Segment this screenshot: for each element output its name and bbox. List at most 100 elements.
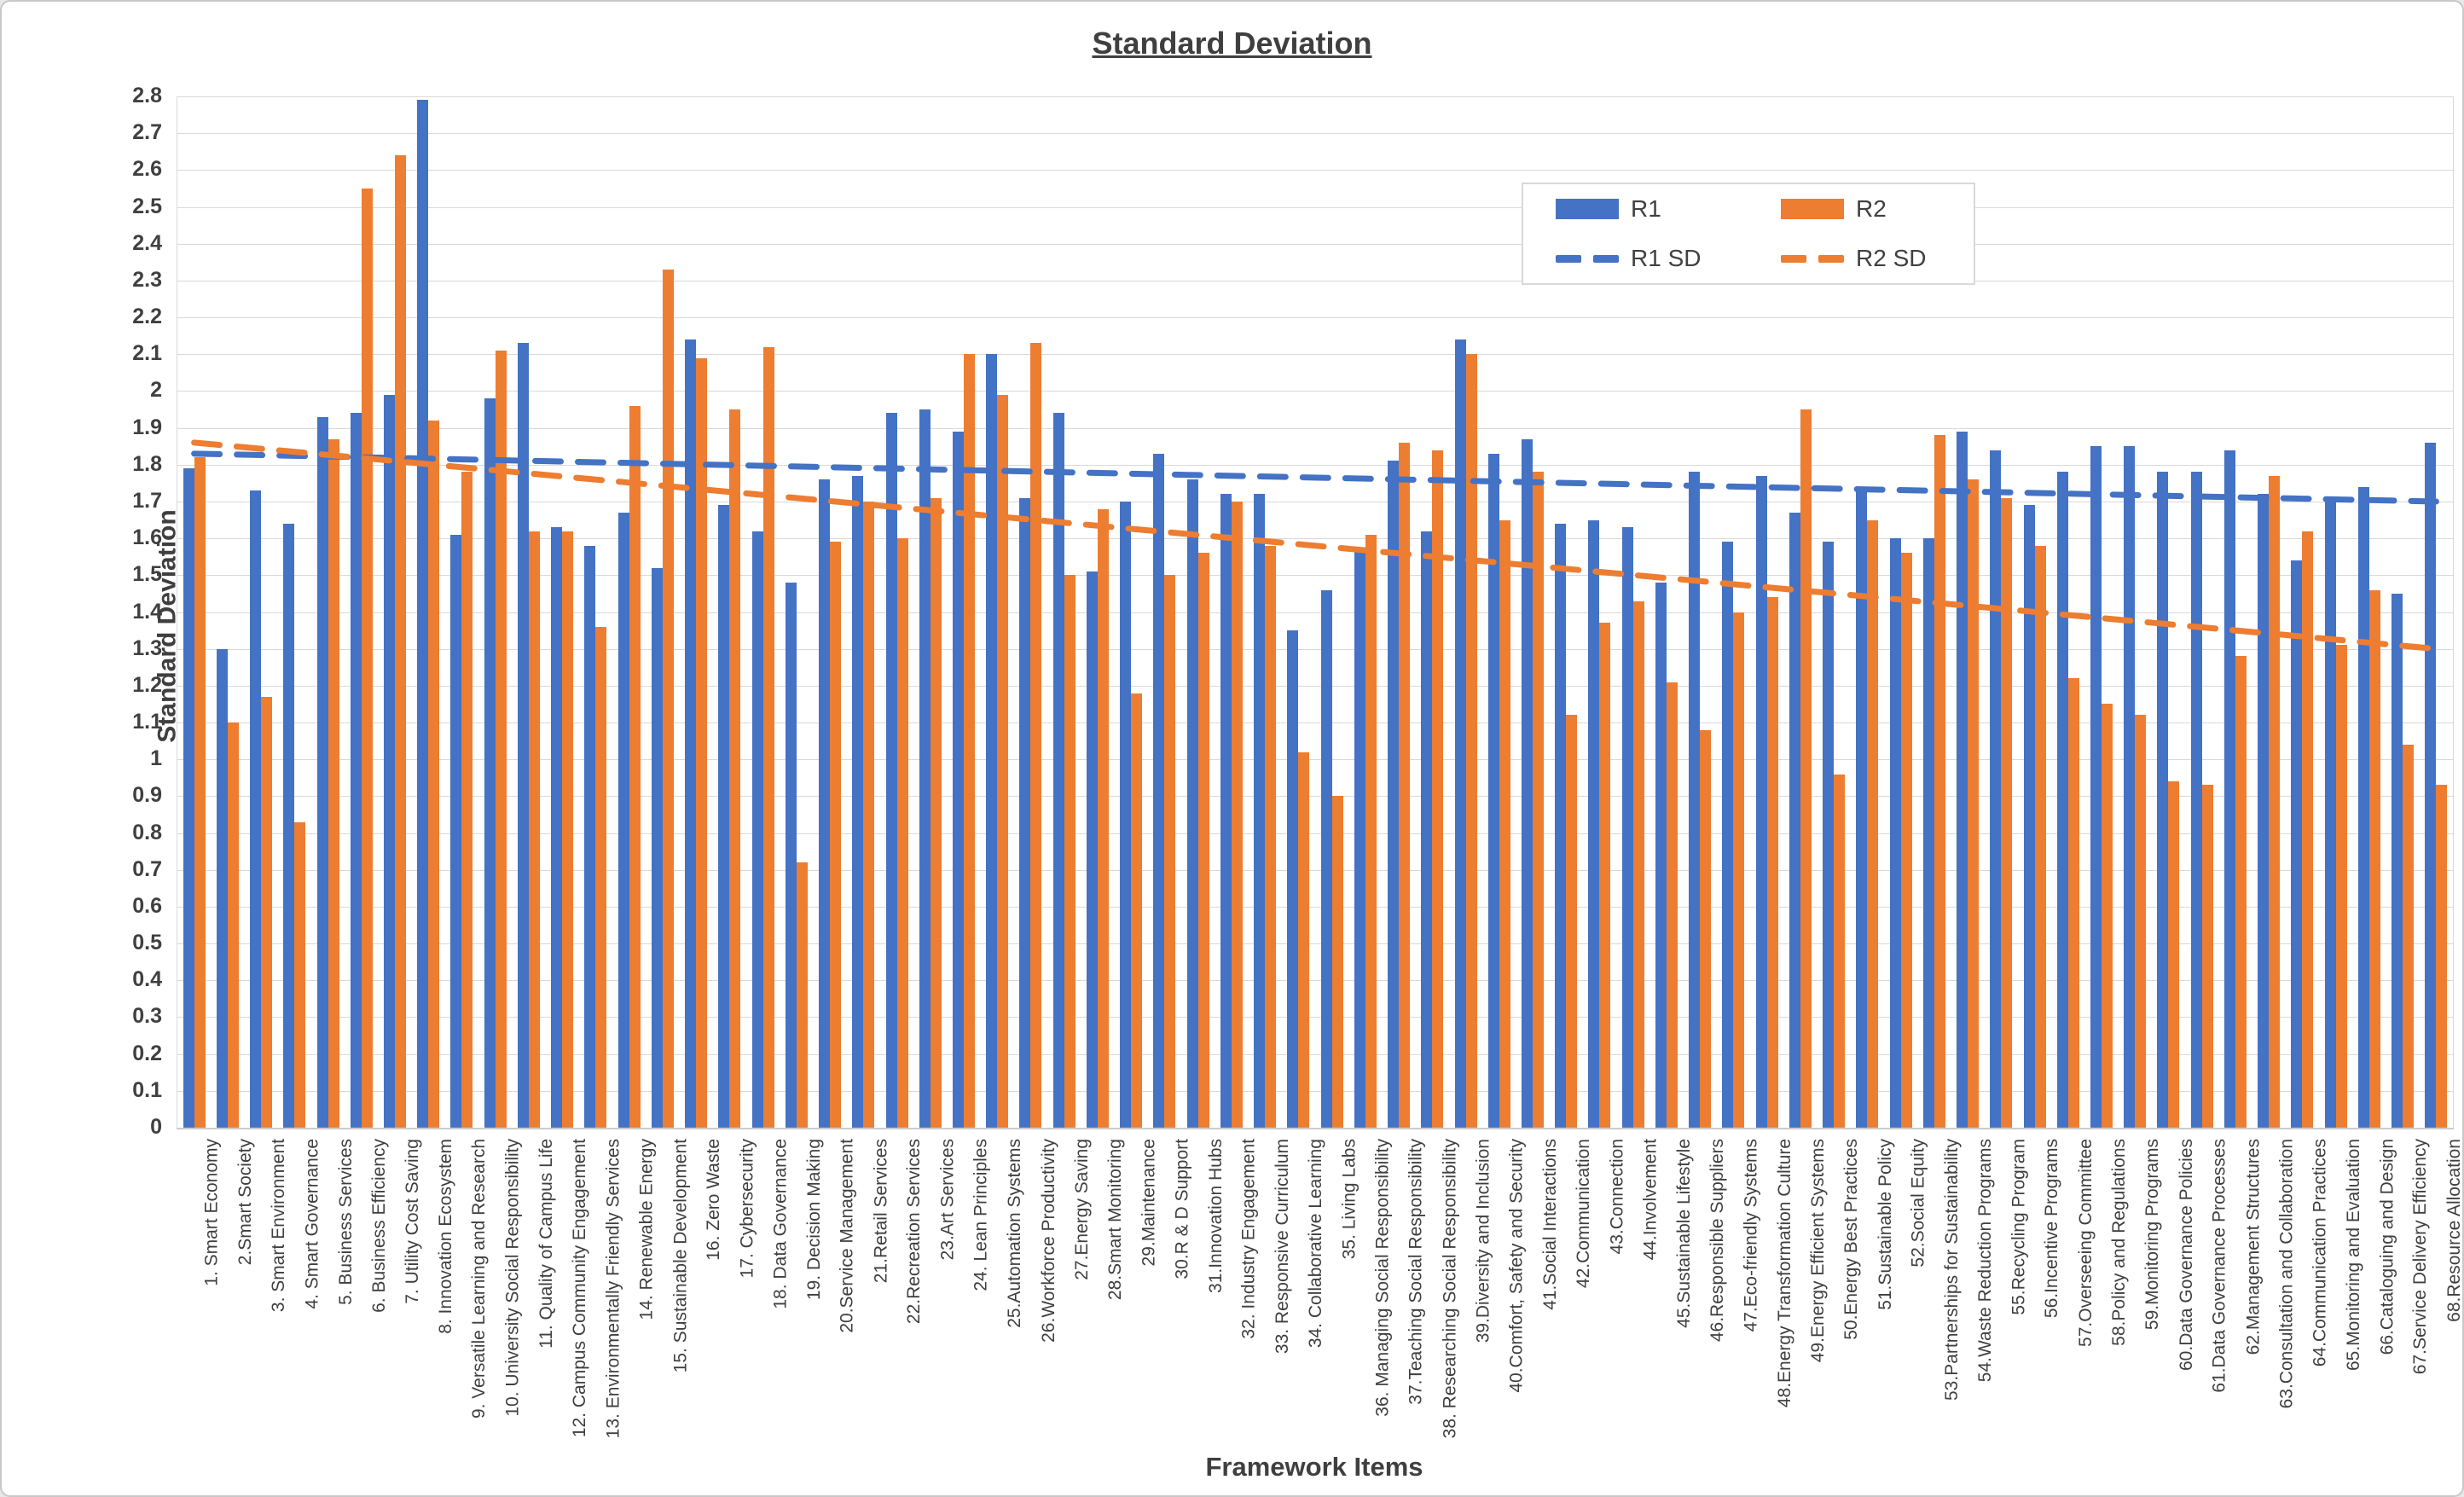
bar-r1 (1555, 523, 1567, 1128)
bar-r1 (250, 490, 262, 1128)
x-tick-label: 54.Waste Reduction Programs (1975, 1139, 1996, 1383)
x-tick-label: 50.Energy Best Practices (1841, 1139, 1862, 1340)
x-tick-label: 4. Smart Governance (302, 1139, 322, 1309)
bar-r1 (283, 523, 295, 1128)
bar-r1 (2090, 446, 2102, 1128)
bar-r2 (528, 531, 540, 1128)
gridline (177, 1128, 2453, 1129)
bar-r2 (1968, 479, 1980, 1128)
bar-r1 (1186, 479, 1198, 1128)
bar-r2 (1432, 450, 1444, 1128)
y-tick-label: 0.2 (132, 1041, 162, 1065)
gridline (177, 243, 2453, 245)
y-tick-label: 0.1 (132, 1077, 162, 1102)
bar-r1 (1655, 582, 1667, 1128)
x-tick-label: 35. Living Labs (1339, 1139, 1360, 1260)
bar-r2 (361, 188, 373, 1128)
bar-r1 (819, 479, 831, 1128)
bar-r2 (1599, 623, 1611, 1128)
bar-r2 (1532, 472, 1544, 1128)
category-group (278, 96, 311, 1128)
x-tick-label: 15. Sustainable Development (670, 1139, 690, 1373)
legend-item-r1: R1 (1523, 195, 1748, 223)
x-tick-label: 52.Social Equity (1908, 1139, 1928, 1268)
bar-r1 (785, 582, 797, 1128)
bar-r1 (1052, 413, 1064, 1128)
x-tick-label: 12. Campus Community Engagement (570, 1139, 590, 1438)
bar-r2 (261, 696, 273, 1128)
bar-r2 (830, 542, 842, 1128)
r2-bar-swatch (1781, 199, 1844, 219)
category-group (2218, 96, 2252, 1128)
category-group (1884, 96, 1917, 1128)
legend-item-r2: R2 (1748, 195, 1974, 223)
gridline (177, 685, 2453, 687)
bar-r1 (2190, 472, 2202, 1128)
bar-r1 (183, 468, 194, 1128)
bar-r2 (328, 438, 339, 1128)
bar-r1 (551, 527, 563, 1128)
category-group (1382, 96, 1415, 1128)
bar-r2 (461, 472, 473, 1128)
y-tick-label: 1.9 (132, 415, 162, 439)
bar-r1 (2258, 494, 2270, 1128)
bar-r2 (997, 394, 1009, 1128)
category-group (2152, 96, 2185, 1128)
bar-r2 (428, 420, 440, 1128)
bar-r1 (751, 531, 763, 1128)
bar-r1 (2392, 593, 2403, 1128)
x-tick-label: 58.Policy and Regulations (2109, 1139, 2130, 1346)
bar-r2 (2101, 704, 2113, 1128)
bar-r2 (1331, 796, 1343, 1128)
category-group (746, 96, 780, 1128)
bar-r2 (562, 531, 574, 1128)
category-group (1449, 96, 1482, 1128)
bar-r1 (417, 100, 429, 1128)
r2-sd-dash-swatch (1781, 254, 1844, 263)
legend-item-r1-sd: R1 SD (1523, 245, 1748, 272)
gridline (177, 759, 2453, 761)
x-tick-label: 37.Teaching Social Responsibility (1406, 1139, 1427, 1405)
gridline (177, 206, 2453, 208)
category-group (2084, 96, 2118, 1128)
x-tick-label: 59.Monitoring Programs (2142, 1139, 2163, 1331)
category-group (1550, 96, 1583, 1128)
bar-r2 (696, 357, 708, 1128)
r1-sd-dash-swatch (1556, 254, 1619, 263)
bar-r1 (1990, 450, 2002, 1128)
x-tick-label: 40.Comfort, Safety and Security (1506, 1139, 1527, 1393)
x-tick-label: 65.Monitoring and Evaluation (2343, 1139, 2363, 1372)
legend: R1 R2 R1 SD R2 SD (1522, 183, 1975, 285)
x-tick-label: 66.Cataloguing and Design (2376, 1139, 2397, 1355)
x-tick-label: 32. Industry Engagement (1238, 1139, 1259, 1339)
bar-r1 (718, 505, 730, 1128)
category-group (2286, 96, 2319, 1128)
bar-r2 (495, 350, 507, 1128)
x-tick-label: 5. Business Services (335, 1139, 356, 1305)
bar-r1 (1388, 461, 1400, 1128)
category-group (2319, 96, 2352, 1128)
bar-r2 (964, 354, 975, 1128)
gridline (177, 722, 2453, 724)
gridline (177, 1053, 2453, 1055)
bar-r2 (395, 155, 407, 1128)
bar-r1 (216, 648, 228, 1128)
x-tick-label: 63.Consultation and Collaboration (2276, 1139, 2297, 1409)
bar-r1 (2324, 501, 2336, 1128)
bar-r1 (651, 567, 663, 1128)
bar-r1 (584, 545, 596, 1128)
category-group (780, 96, 813, 1128)
category-group (947, 96, 980, 1128)
bar-r1 (1789, 512, 1800, 1128)
x-tick-label: 42.Communication (1574, 1139, 1594, 1289)
bar-r2 (1097, 508, 1109, 1128)
x-tick-label: 55.Recycling Program (2009, 1139, 2029, 1315)
bar-r1 (852, 475, 864, 1128)
category-group (1181, 96, 1215, 1128)
bar-r1 (1354, 549, 1365, 1128)
bar-r2 (1566, 715, 1578, 1128)
bar-r1 (885, 413, 897, 1128)
category-group (646, 96, 679, 1128)
x-tick-label: 24. Lean Principles (971, 1139, 992, 1291)
x-tick-label: 26.Workforce Productivity (1038, 1139, 1058, 1343)
